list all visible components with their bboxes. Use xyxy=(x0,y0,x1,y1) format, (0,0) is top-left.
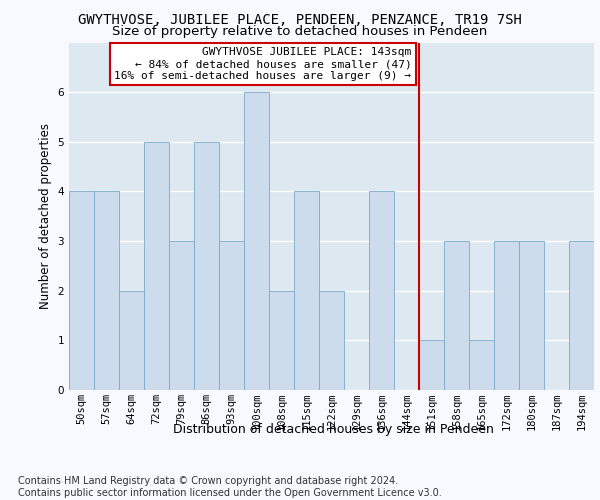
Bar xyxy=(94,192,119,390)
Bar xyxy=(319,290,344,390)
Bar xyxy=(169,241,194,390)
Bar xyxy=(469,340,494,390)
Bar xyxy=(219,241,244,390)
Text: Contains HM Land Registry data © Crown copyright and database right 2024.
Contai: Contains HM Land Registry data © Crown c… xyxy=(18,476,442,498)
Text: Distribution of detached houses by size in Pendeen: Distribution of detached houses by size … xyxy=(173,422,493,436)
Text: GWYTHVOSE, JUBILEE PLACE, PENDEEN, PENZANCE, TR19 7SH: GWYTHVOSE, JUBILEE PLACE, PENDEEN, PENZA… xyxy=(78,12,522,26)
Bar xyxy=(444,241,469,390)
Bar xyxy=(494,241,519,390)
Y-axis label: Number of detached properties: Number of detached properties xyxy=(39,123,52,309)
Bar xyxy=(369,192,394,390)
Bar xyxy=(144,142,169,390)
Bar xyxy=(119,290,144,390)
Bar xyxy=(269,290,294,390)
Bar xyxy=(69,192,94,390)
Text: GWYTHVOSE JUBILEE PLACE: 143sqm
← 84% of detached houses are smaller (47)
16% of: GWYTHVOSE JUBILEE PLACE: 143sqm ← 84% of… xyxy=(115,48,412,80)
Bar xyxy=(419,340,444,390)
Bar xyxy=(244,92,269,390)
Bar xyxy=(519,241,544,390)
Bar xyxy=(194,142,219,390)
Bar xyxy=(294,192,319,390)
Text: Size of property relative to detached houses in Pendeen: Size of property relative to detached ho… xyxy=(112,25,488,38)
Bar xyxy=(569,241,594,390)
